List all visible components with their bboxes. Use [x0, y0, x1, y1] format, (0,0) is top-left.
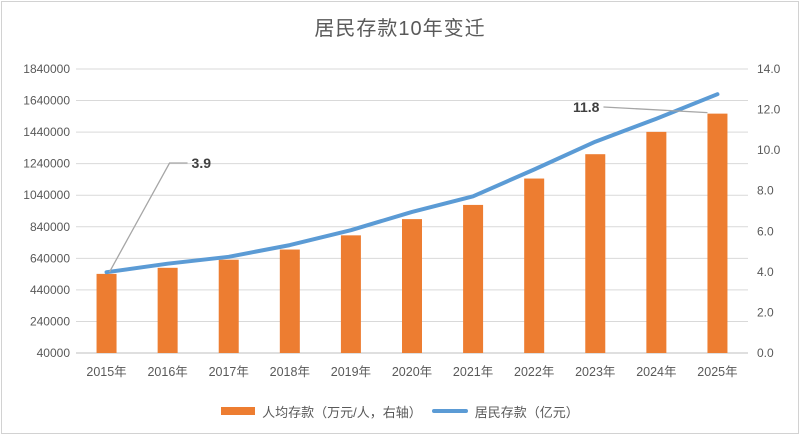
left-axis-tick-label: 240000	[30, 314, 70, 328]
right-axis-tick-label: 4.0	[757, 265, 774, 279]
line-series-swatch-icon	[431, 409, 468, 413]
legend: 人均存款（万元/人，右轴） 居民存款（亿元）	[0, 400, 800, 422]
left-axis-tick-label: 1040000	[23, 188, 70, 202]
x-axis-label: 2024年	[636, 365, 676, 379]
bar-2015年	[96, 273, 117, 353]
bar-series-swatch-icon	[221, 407, 256, 415]
right-axis-tick-label: 0.0	[757, 346, 774, 360]
bar-2019年	[340, 235, 361, 353]
left-axis-tick-label: 840000	[30, 220, 70, 234]
left-axis-tick-label: 1640000	[23, 94, 70, 108]
right-axis-tick-label: 2.0	[757, 305, 774, 319]
x-axis-label: 2021年	[453, 365, 493, 379]
legend-label-bar-series: 人均存款（万元/人，右轴）	[262, 404, 422, 420]
legend-item-bar-series: 人均存款（万元/人，右轴）	[221, 402, 422, 421]
bar-2017年	[218, 259, 239, 353]
bar-2018年	[279, 249, 300, 353]
left-axis-tick-label: 1440000	[23, 125, 70, 139]
x-axis-label: 2023年	[575, 365, 615, 379]
x-axis-label: 2025年	[697, 365, 737, 379]
bar-2025年	[707, 113, 728, 353]
legend-label-line-series: 居民存款（亿元）	[474, 404, 579, 420]
right-axis-tick-label: 14.0	[757, 62, 781, 76]
right-axis-tick-label: 10.0	[757, 143, 781, 157]
right-axis-tick-label: 6.0	[757, 224, 774, 238]
left-axis-tick-label: 640000	[30, 251, 70, 265]
x-axis-label: 2022年	[514, 365, 554, 379]
leader-line	[108, 162, 188, 273]
left-axis-tick-label: 40000	[37, 346, 71, 360]
x-axis-label: 2019年	[331, 365, 371, 379]
x-axis-label: 2020年	[392, 365, 432, 379]
bar-2024年	[646, 131, 667, 353]
right-axis-tick-label: 8.0	[757, 184, 774, 198]
x-axis-label: 2015年	[86, 365, 126, 379]
x-axis-label: 2018年	[270, 365, 310, 379]
data-label: 11.8	[573, 99, 600, 115]
left-axis-tick-label: 1240000	[23, 157, 70, 171]
bar-2023年	[585, 154, 606, 353]
bar-2021年	[463, 204, 484, 353]
bar-2020年	[402, 219, 422, 353]
left-axis-tick-label: 440000	[30, 283, 70, 297]
plot-area: 1840000 1640000 1440000 1240000 1040000 84000…	[23, 62, 781, 379]
right-axis-tick-label: 12.0	[757, 103, 781, 117]
deposit-line	[104, 92, 720, 275]
x-axis-label: 2016年	[147, 365, 187, 379]
data-label: 3.9	[192, 155, 212, 171]
chart-title: 居民存款10年变迁	[314, 18, 486, 40]
bar-2022年	[524, 178, 545, 353]
x-axis-label: 2017年	[209, 365, 249, 379]
legend-item-line-series: 居民存款（亿元）	[431, 402, 579, 421]
leader-line	[603, 106, 708, 114]
bar-2016年	[157, 267, 178, 353]
left-axis-tick-label: 1840000	[23, 62, 70, 76]
